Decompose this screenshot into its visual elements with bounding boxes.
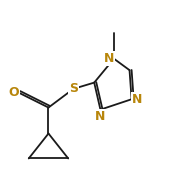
- Text: O: O: [9, 86, 19, 100]
- Text: N: N: [132, 93, 142, 106]
- Text: N: N: [104, 52, 114, 65]
- Text: N: N: [95, 110, 106, 123]
- Text: S: S: [69, 82, 78, 95]
